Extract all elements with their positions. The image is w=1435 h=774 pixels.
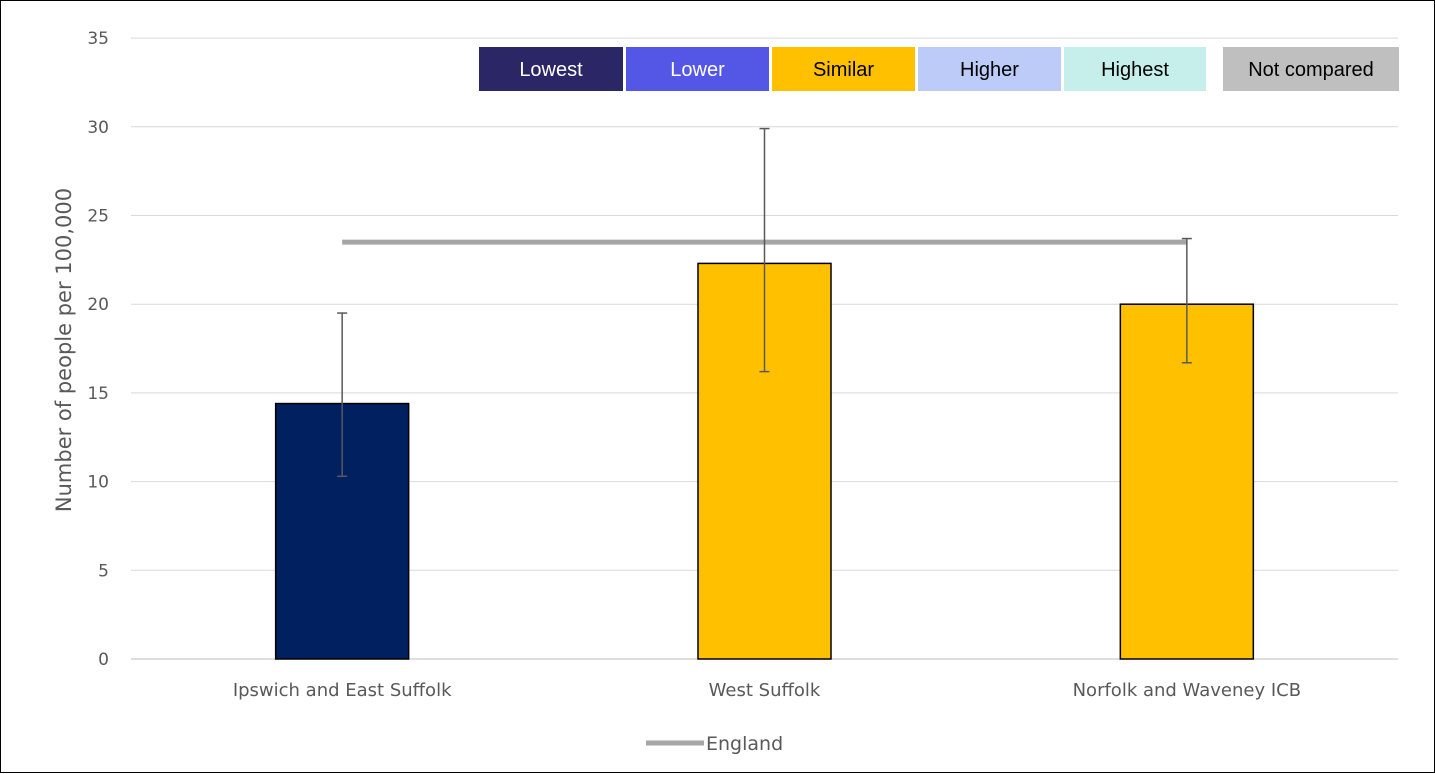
y-tick-label: 15 [87,384,109,404]
legend-england-label: England [706,733,783,755]
legend: England [646,733,783,755]
key-box [918,47,1061,91]
key-label: Lowest [519,59,583,81]
key-box [479,47,623,91]
key-label: Lower [670,59,725,81]
y-tick-label: 10 [87,473,109,493]
y-tick-label: 30 [87,118,109,138]
key-label: Not compared [1248,59,1374,81]
y-tick-label: 25 [87,207,109,227]
x-category-label: Norfolk and Waveney ICB [1073,680,1301,701]
y-tick-label: 35 [87,29,109,49]
y-tick-label: 5 [98,561,109,581]
key-label: Similar [813,59,874,81]
x-category-label: Ipswich and East Suffolk [233,680,452,701]
y-tick-label: 20 [87,295,109,315]
key-box [626,47,769,91]
comparison-key: Lowest Lower Similar Higher Highest Not compa… [479,47,1399,91]
key-box [1223,47,1399,91]
key-box [1064,47,1206,91]
x-category-label: West Suffolk [709,680,821,701]
key-box [772,47,915,91]
error-bars [337,127,1192,478]
key-label: Higher [960,59,1019,81]
key-label: Highest [1101,59,1169,81]
y-axis-ticks: 0 5 10 15 20 25 30 35 [87,29,109,670]
x-axis-categories: Ipswich and East Suffolk West Suffolk Norf… [233,680,1301,701]
y-tick-label: 0 [98,650,109,670]
y-axis-label: Number of people per 100,000 [52,188,76,512]
